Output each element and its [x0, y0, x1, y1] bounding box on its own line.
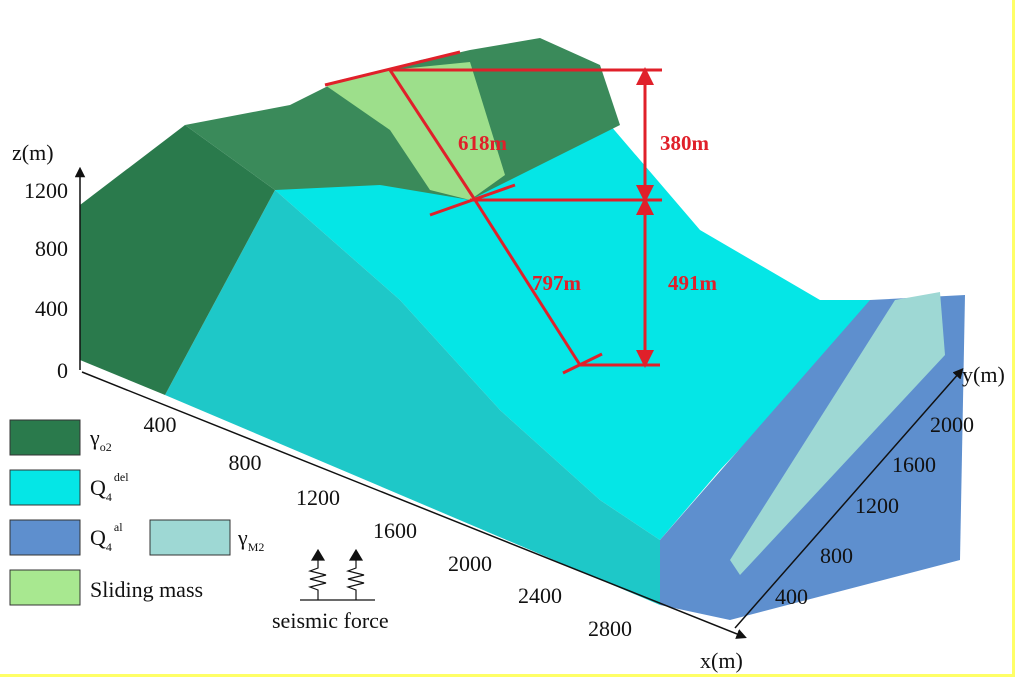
spring: [348, 558, 364, 600]
y-tick-label: 1200: [855, 493, 899, 518]
z-tick-label: 400: [35, 296, 68, 321]
legend-label: γo2: [89, 425, 112, 454]
legend-swatch: [10, 570, 80, 605]
y-tick-label: 400: [775, 584, 808, 609]
legend-swatch: [150, 520, 230, 555]
z-tick-label: 0: [57, 358, 68, 383]
dim-label: 380m: [660, 131, 710, 155]
dim-label: 491m: [668, 271, 718, 295]
legend-label: γM2: [237, 525, 264, 554]
legend-swatch: [10, 470, 80, 505]
arrow-head: [312, 550, 362, 560]
legend-label: Sliding mass: [90, 577, 203, 602]
y-tick-label: 800: [820, 543, 853, 568]
legend-swatch: [10, 520, 80, 555]
legend-symbol: Q: [90, 475, 106, 500]
spring: [310, 558, 326, 600]
dim-label: 797m: [532, 271, 582, 295]
x-tick-label: 2000: [448, 551, 492, 576]
yellow-border-right: [1012, 0, 1015, 677]
z-axis-label: z(m): [12, 140, 54, 165]
z-tick-label: 1200: [24, 178, 68, 203]
x-tick-label: 2400: [518, 583, 562, 608]
legend-label: Q4al: [90, 520, 123, 554]
seismic-icon: [300, 550, 375, 600]
legend-symbol: γ: [237, 525, 248, 550]
legend-sub: 4: [106, 540, 112, 554]
x-tick-label: 1600: [373, 518, 417, 543]
yellow-border-bottom: [0, 674, 1015, 677]
y-axis-label: y(m): [962, 362, 1005, 387]
legend-sub: o2: [100, 440, 112, 454]
legend-sub: M2: [248, 540, 265, 554]
figure: 618m 380m 797m 491m z(m) x(m) y(m) 0 400 8…: [0, 0, 1017, 680]
legend-symbol: Q: [90, 525, 106, 550]
legend-label: Q4del: [90, 470, 129, 504]
z-tick-label: 800: [35, 236, 68, 261]
x-tick-label: 800: [229, 450, 262, 475]
legend-sup: al: [114, 520, 123, 534]
y-tick-label: 1600: [892, 452, 936, 477]
x-tick-label: 2800: [588, 616, 632, 641]
y-tick-label: 2000: [930, 412, 974, 437]
legend-sup: del: [114, 470, 129, 484]
x-tick-label: 400: [144, 412, 177, 437]
legend-swatch: [10, 420, 80, 455]
legend-sub: 4: [106, 490, 112, 504]
x-tick-label: 1200: [296, 485, 340, 510]
dim-label: 618m: [458, 131, 508, 155]
x-axis-label: x(m): [700, 648, 743, 673]
annotation: seismic force: [272, 608, 389, 633]
legend-symbol: γ: [89, 425, 100, 450]
